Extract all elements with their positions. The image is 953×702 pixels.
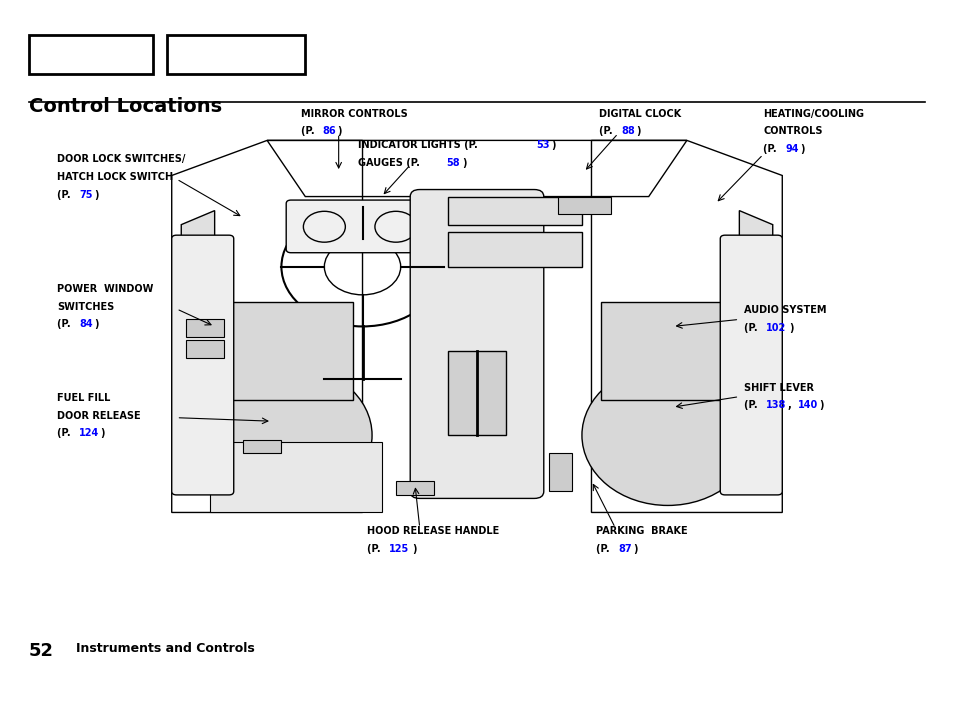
Text: 75: 75	[79, 190, 92, 199]
Text: 87: 87	[618, 544, 631, 554]
Bar	[448, 351, 505, 435]
Text: 58: 58	[446, 158, 459, 168]
Text: POWER  WINDOW: POWER WINDOW	[57, 284, 153, 294]
Text: ): )	[94, 190, 99, 199]
Polygon shape	[739, 211, 772, 260]
Bar	[200, 302, 353, 400]
Bar	[210, 442, 381, 512]
Bar	[186, 319, 224, 337]
Text: ): )	[100, 428, 105, 438]
Text: ): )	[800, 144, 804, 154]
Text: ): )	[788, 323, 793, 333]
Text: (P.: (P.	[57, 190, 74, 199]
Text: 86: 86	[322, 126, 335, 136]
Text: INDICATOR LIGHTS (P.: INDICATOR LIGHTS (P.	[357, 140, 480, 150]
Text: ): )	[551, 140, 556, 150]
FancyBboxPatch shape	[286, 200, 438, 253]
Text: 125: 125	[389, 544, 409, 554]
Text: DOOR LOCK SWITCHES/: DOOR LOCK SWITCHES/	[57, 154, 186, 164]
Text: (P.: (P.	[300, 126, 317, 136]
Polygon shape	[181, 211, 214, 260]
Bar	[243, 440, 281, 453]
Text: (P.: (P.	[762, 144, 780, 154]
Text: 102: 102	[765, 323, 785, 333]
Ellipse shape	[200, 365, 372, 505]
Text: (P.: (P.	[743, 323, 760, 333]
Text: MIRROR CONTROLS: MIRROR CONTROLS	[300, 109, 407, 119]
Text: HOOD RELEASE HANDLE: HOOD RELEASE HANDLE	[367, 526, 499, 536]
Text: ): )	[819, 400, 823, 410]
Text: (P.: (P.	[596, 544, 613, 554]
Text: SWITCHES: SWITCHES	[57, 302, 114, 312]
Bar	[395, 481, 434, 495]
Ellipse shape	[581, 365, 753, 505]
Text: 84: 84	[79, 319, 92, 329]
Text: PARKING  BRAKE: PARKING BRAKE	[596, 526, 687, 536]
Text: (P.: (P.	[57, 428, 74, 438]
FancyBboxPatch shape	[172, 235, 233, 495]
Text: CONTROLS: CONTROLS	[762, 126, 821, 136]
Text: (P.: (P.	[57, 319, 74, 329]
Bar	[548, 453, 572, 491]
Bar	[448, 232, 581, 267]
FancyBboxPatch shape	[410, 190, 543, 498]
Text: DOOR RELEASE: DOOR RELEASE	[57, 411, 141, 420]
Text: SHIFT LEVER: SHIFT LEVER	[743, 383, 813, 392]
Text: (P.: (P.	[743, 400, 760, 410]
Text: FUEL FILL: FUEL FILL	[57, 393, 111, 403]
Text: 53: 53	[536, 140, 549, 150]
Text: ): )	[636, 126, 640, 136]
Bar	[448, 197, 581, 225]
Bar	[167, 35, 305, 74]
Text: HATCH LOCK SWITCH: HATCH LOCK SWITCH	[57, 172, 173, 182]
Text: 94: 94	[784, 144, 798, 154]
Bar	[600, 302, 753, 400]
Text: (P.: (P.	[367, 544, 384, 554]
Text: DIGITAL CLOCK: DIGITAL CLOCK	[598, 109, 680, 119]
Text: HEATING/COOLING: HEATING/COOLING	[762, 109, 863, 119]
Text: ): )	[412, 544, 416, 554]
Bar	[29, 35, 152, 74]
Text: Control Locations: Control Locations	[29, 97, 221, 116]
Text: GAUGES (P.: GAUGES (P.	[357, 158, 422, 168]
Text: ): )	[337, 126, 342, 136]
Text: Instruments and Controls: Instruments and Controls	[76, 642, 254, 656]
Text: (P.: (P.	[598, 126, 616, 136]
Text: ): )	[94, 319, 99, 329]
Bar	[558, 197, 610, 214]
Text: 52: 52	[29, 642, 53, 661]
Text: ,: ,	[787, 400, 798, 410]
Text: AUDIO SYSTEM: AUDIO SYSTEM	[743, 305, 825, 315]
Bar	[186, 340, 224, 358]
FancyBboxPatch shape	[720, 235, 781, 495]
Text: 88: 88	[620, 126, 634, 136]
Text: ): )	[633, 544, 638, 554]
Text: 124: 124	[79, 428, 99, 438]
Text: ): )	[461, 158, 466, 168]
Text: 138: 138	[765, 400, 785, 410]
Text: 140: 140	[797, 400, 817, 410]
